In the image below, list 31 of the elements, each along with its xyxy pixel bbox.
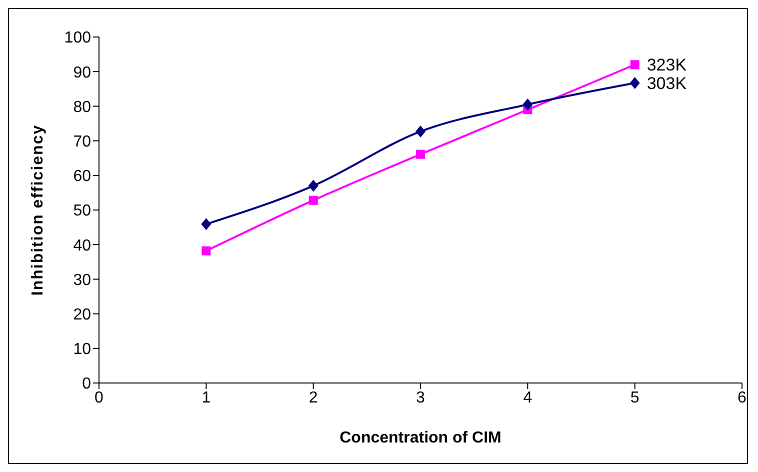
x-axis-title: Concentration of CIM — [340, 429, 502, 446]
point — [308, 196, 318, 205]
y-tick-label: 40 — [73, 237, 92, 254]
point — [416, 125, 426, 138]
point — [630, 77, 640, 90]
x-tick-label: 5 — [630, 389, 640, 406]
y-tick-label: 80 — [73, 98, 92, 116]
x-tick-label: 0 — [94, 389, 104, 406]
x-tick-label: 1 — [202, 389, 211, 406]
series-label: 303K — [646, 74, 688, 94]
point — [201, 218, 212, 230]
y-tick-label: 100 — [64, 30, 92, 47]
y-tick-label: 70 — [73, 133, 92, 150]
y-tick-label: 20 — [73, 306, 92, 324]
x-tick-label: 3 — [416, 389, 426, 406]
y-tick-label: 30 — [73, 272, 92, 289]
point — [202, 246, 211, 256]
x-tick-label: 4 — [523, 389, 532, 406]
y-axis-title: Inhibition efficiency — [30, 124, 47, 296]
series-label: 323K — [646, 56, 688, 75]
y-tick-label: 0 — [82, 376, 92, 393]
y-tick-label: 60 — [73, 168, 92, 186]
point — [630, 60, 640, 70]
y-tick-label: 10 — [73, 341, 92, 358]
x-tick-label: 2 — [308, 389, 318, 406]
y-tick-label: 90 — [73, 64, 92, 82]
x-tick-label: 6 — [738, 389, 747, 406]
point — [416, 150, 425, 159]
y-tick-label: 50 — [73, 202, 92, 220]
point — [308, 180, 318, 192]
point — [522, 98, 533, 110]
